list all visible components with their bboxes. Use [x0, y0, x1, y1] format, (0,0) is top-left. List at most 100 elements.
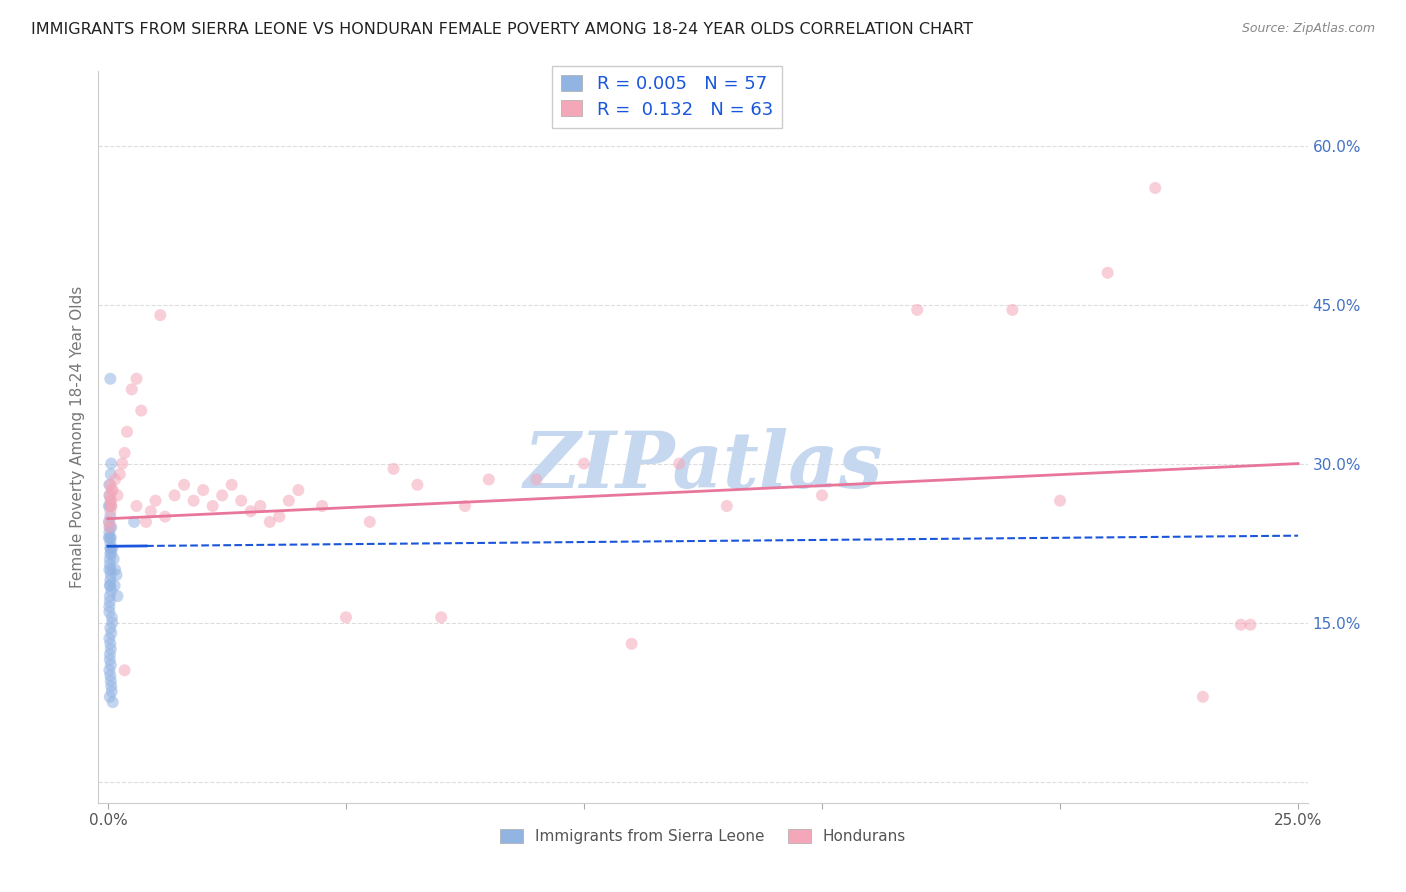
Point — [114, 446, 136, 460]
Point — [100, 658, 122, 673]
Point — [149, 308, 172, 322]
Point — [1230, 617, 1253, 632]
Point — [221, 477, 243, 491]
Point — [1144, 181, 1167, 195]
Point — [98, 488, 121, 502]
Point — [98, 509, 121, 524]
Point — [125, 499, 148, 513]
Point — [163, 488, 186, 502]
Point — [100, 563, 122, 577]
Point — [100, 483, 122, 497]
Point — [98, 563, 121, 577]
Point — [620, 637, 643, 651]
Point — [98, 525, 121, 540]
Point — [1097, 266, 1119, 280]
Point — [98, 589, 121, 603]
Point — [359, 515, 381, 529]
Point — [100, 626, 122, 640]
Point — [249, 499, 271, 513]
Point — [104, 563, 127, 577]
Point — [173, 477, 195, 491]
Point — [524, 473, 547, 487]
Point — [121, 383, 143, 397]
Point — [97, 515, 120, 529]
Point — [98, 573, 121, 587]
Point — [98, 637, 121, 651]
Point — [231, 493, 253, 508]
Point — [98, 547, 121, 561]
Point — [101, 615, 124, 630]
Point — [1239, 617, 1261, 632]
Point — [905, 302, 928, 317]
Point — [100, 610, 122, 624]
Point — [98, 653, 121, 667]
Point — [1001, 302, 1024, 317]
Point — [191, 483, 214, 497]
Text: IMMIGRANTS FROM SIERRA LEONE VS HONDURAN FEMALE POVERTY AMONG 18-24 YEAR OLDS CO: IMMIGRANTS FROM SIERRA LEONE VS HONDURAN… — [31, 22, 973, 37]
Y-axis label: Female Poverty Among 18-24 Year Olds: Female Poverty Among 18-24 Year Olds — [70, 286, 86, 588]
Point — [100, 531, 122, 545]
Point — [97, 499, 120, 513]
Point — [104, 578, 127, 592]
Point — [153, 509, 176, 524]
Point — [122, 515, 145, 529]
Point — [100, 583, 122, 598]
Point — [98, 477, 121, 491]
Point — [98, 499, 121, 513]
Point — [98, 558, 121, 572]
Point — [716, 499, 738, 513]
Point — [811, 488, 834, 502]
Point — [145, 493, 167, 508]
Point — [98, 605, 121, 619]
Point — [100, 547, 122, 561]
Point — [135, 515, 157, 529]
Point — [101, 541, 124, 556]
Point — [98, 632, 121, 646]
Point — [111, 457, 134, 471]
Point — [100, 642, 122, 657]
Point — [98, 520, 121, 534]
Point — [100, 493, 122, 508]
Point — [101, 695, 124, 709]
Point — [454, 499, 477, 513]
Point — [100, 467, 122, 482]
Point — [98, 578, 121, 592]
Point — [100, 684, 122, 698]
Point — [98, 536, 121, 550]
Point — [183, 493, 205, 508]
Point — [125, 372, 148, 386]
Point — [115, 425, 138, 439]
Point — [100, 499, 122, 513]
Point — [98, 372, 121, 386]
Text: ZIPatlas: ZIPatlas — [523, 428, 883, 505]
Point — [211, 488, 233, 502]
Point — [139, 504, 162, 518]
Point — [98, 663, 121, 677]
Point — [98, 552, 121, 566]
Point — [100, 541, 122, 556]
Point — [1049, 493, 1071, 508]
Point — [239, 504, 262, 518]
Point — [114, 663, 136, 677]
Point — [100, 457, 122, 471]
Point — [100, 673, 122, 688]
Text: Source: ZipAtlas.com: Source: ZipAtlas.com — [1241, 22, 1375, 36]
Point — [201, 499, 224, 513]
Point — [98, 541, 121, 556]
Point — [277, 493, 299, 508]
Point — [98, 515, 121, 529]
Point — [98, 668, 121, 682]
Point — [311, 499, 333, 513]
Point — [572, 457, 595, 471]
Point — [98, 648, 121, 662]
Point — [108, 467, 131, 482]
Point — [97, 531, 120, 545]
Point — [100, 499, 122, 513]
Point — [98, 477, 121, 491]
Point — [100, 520, 122, 534]
Point — [107, 589, 129, 603]
Point — [287, 483, 309, 497]
Point — [430, 610, 453, 624]
Point — [668, 457, 690, 471]
Point — [100, 679, 122, 693]
